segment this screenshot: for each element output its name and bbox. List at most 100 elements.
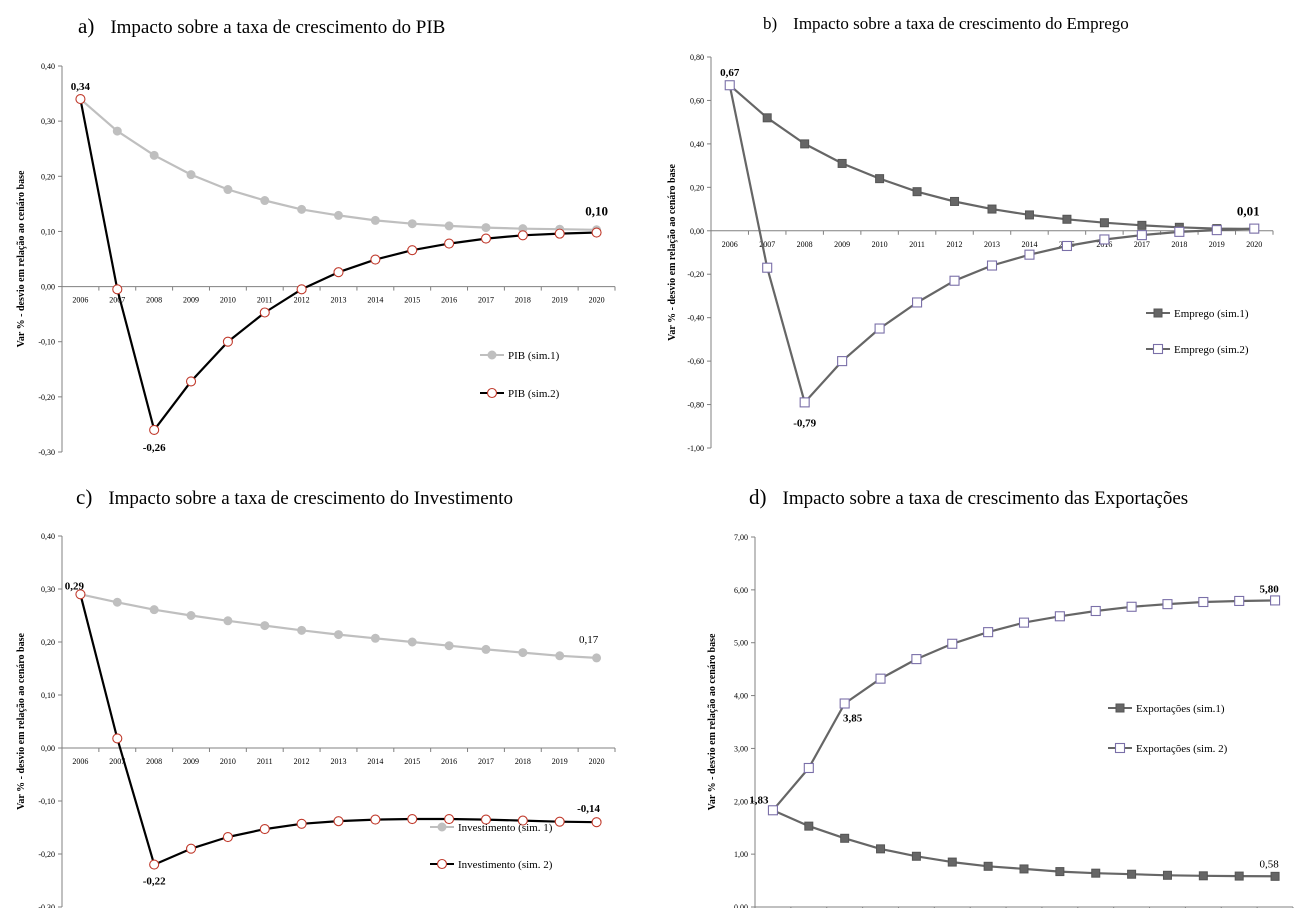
y-tick-label: 0,10 [41, 227, 55, 236]
series-2-point [113, 734, 122, 743]
x-tick-label: 2019 [552, 296, 568, 305]
y-tick-label: 0,20 [41, 172, 55, 181]
series-1-point [1100, 219, 1108, 227]
series-2-point [371, 255, 380, 264]
series-2-point [1250, 224, 1259, 233]
series-1-point [150, 151, 158, 159]
series-2-point [1212, 226, 1221, 235]
x-tick-label: 2015 [404, 757, 420, 766]
data-label: 0,10 [585, 203, 608, 218]
series-2-point [1137, 231, 1146, 240]
series-2-point [223, 337, 232, 346]
data-label: 0,34 [71, 81, 91, 93]
x-tick-label: 2006 [722, 240, 738, 249]
legend-label-1: Emprego (sim.1) [1174, 308, 1249, 320]
y-tick-label: -0,30 [38, 903, 55, 908]
y-tick-label: 2,00 [734, 797, 748, 806]
chart-panel-c: c) Impacto sobre a taxa de crescimento do… [0, 455, 650, 908]
series-2-point [555, 817, 564, 826]
y-tick-label: 3,00 [734, 744, 748, 753]
series-1-point [948, 858, 956, 866]
series-2-point [838, 357, 847, 366]
chart-a: -0,30-0,20-0,100,000,100,200,300,402006 2… [0, 0, 650, 455]
y-tick-label: -0,20 [38, 393, 55, 402]
legend-marker-1 [438, 823, 446, 831]
series-2-point [948, 639, 957, 648]
y-tick-label: -0,10 [38, 338, 55, 347]
data-label: 5,80 [1259, 583, 1279, 595]
series-2-point [113, 285, 122, 294]
data-label: 1,83 [749, 794, 769, 806]
legend-label-2: Emprego (sim.2) [1174, 344, 1249, 356]
series-1-point [408, 220, 416, 228]
series-1-point [841, 834, 849, 842]
series-1-point [150, 606, 158, 614]
data-label: 0,58 [1259, 858, 1279, 870]
series-1-point [1271, 872, 1279, 880]
series-line-1 [80, 594, 596, 658]
x-tick-label: 2018 [515, 757, 531, 766]
x-tick-label: 2014 [1021, 240, 1037, 249]
y-tick-label: 0,10 [41, 691, 55, 700]
series-1-point [261, 622, 269, 630]
x-tick-label: 2016 [441, 757, 457, 766]
series-1-point [113, 127, 121, 135]
series-2-point [1235, 596, 1244, 605]
series-2-point [334, 817, 343, 826]
series-1-point [298, 626, 306, 634]
series-1-point [1138, 221, 1146, 229]
x-tick-label: 2008 [797, 240, 813, 249]
y-tick-label: 0,80 [690, 53, 704, 62]
series-1-point [912, 852, 920, 860]
data-label: 3,85 [843, 713, 863, 725]
series-1-point [1128, 870, 1136, 878]
series-2-point [150, 860, 159, 869]
legend-marker-2 [1116, 744, 1125, 753]
series-2-point [768, 806, 777, 815]
series-2-point [1163, 600, 1172, 609]
x-tick-label: 2014 [367, 757, 383, 766]
series-2-point [1127, 602, 1136, 611]
series-2-point [260, 308, 269, 317]
y-tick-label: 0,00 [41, 744, 55, 753]
chart-panel-d: d) Impacto sobre a taxa de crescimento da… [653, 455, 1306, 908]
series-1-point [261, 197, 269, 205]
series-1-point [1163, 871, 1171, 879]
series-1-point [913, 188, 921, 196]
data-label: 0,17 [579, 634, 599, 646]
series-1-point [482, 224, 490, 232]
series-1-point [519, 649, 527, 657]
series-1-point [1056, 868, 1064, 876]
y-tick-label: -0,80 [687, 401, 704, 410]
y-axis-title: Var % - desvio em relação ao cenáro base [667, 164, 678, 341]
series-2-point [1025, 250, 1034, 259]
series-2-point [76, 95, 85, 104]
series-2-point [445, 815, 454, 824]
x-tick-label: 2008 [146, 757, 162, 766]
data-label: 0,01 [1237, 204, 1260, 219]
series-1-point [371, 634, 379, 642]
series-1-point [113, 598, 121, 606]
y-tick-label: 0,60 [690, 96, 704, 105]
x-tick-label: 2017 [1134, 240, 1150, 249]
x-tick-label: 2015 [404, 296, 420, 305]
data-label: -0,26 [143, 442, 166, 454]
x-tick-label: 2020 [589, 296, 605, 305]
x-tick-label: 2009 [834, 240, 850, 249]
series-2-point [445, 239, 454, 248]
series-2-point [804, 763, 813, 772]
x-tick-label: 2020 [589, 757, 605, 766]
x-tick-label: 2018 [1171, 240, 1187, 249]
x-tick-label: 2007 [109, 296, 125, 305]
x-tick-label: 2014 [367, 296, 383, 305]
series-2-point [763, 263, 772, 272]
series-1-point [1199, 872, 1207, 880]
series-1-point [1235, 872, 1243, 880]
series-1-point [482, 645, 490, 653]
legend-marker-2 [438, 860, 447, 869]
y-axis-title: Var % - desvio em relação ao cenáro base [16, 170, 27, 347]
x-tick-label: 2009 [183, 296, 199, 305]
series-2-point [334, 268, 343, 277]
legend-label-2: Investimento (sim. 2) [458, 859, 553, 871]
series-2-point [988, 261, 997, 270]
